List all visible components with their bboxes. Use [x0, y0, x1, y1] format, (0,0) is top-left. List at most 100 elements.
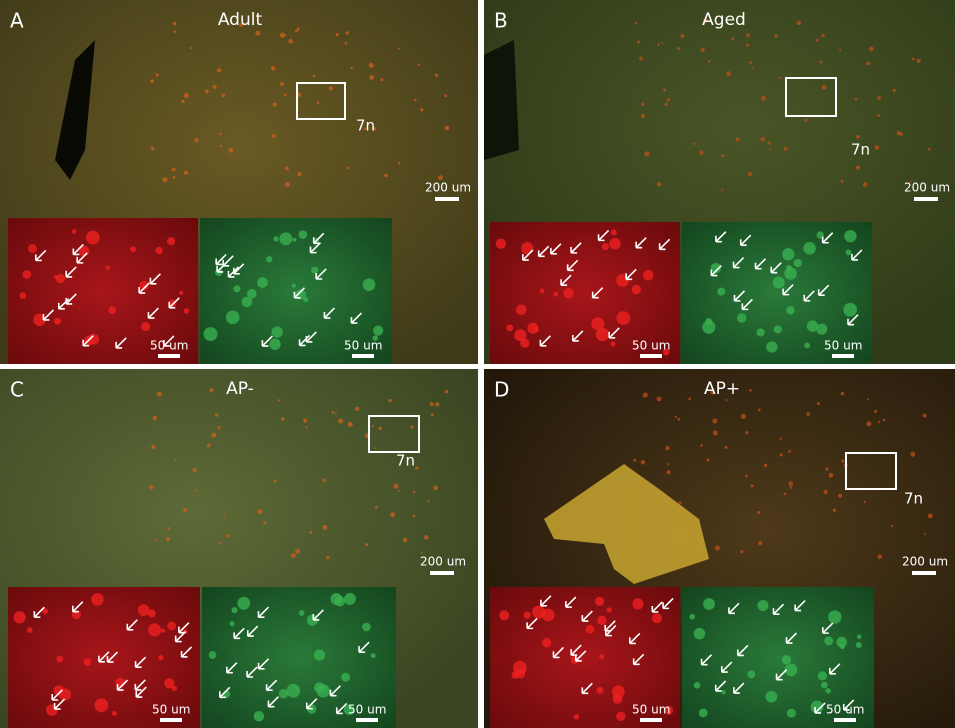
- inset-scale-label: 50 um: [826, 703, 864, 717]
- inset-scale-bar: [834, 718, 856, 722]
- cell: [563, 288, 573, 298]
- tissue-spot: [667, 470, 671, 474]
- cell: [542, 638, 551, 647]
- cell: [335, 596, 345, 606]
- tissue-spot: [641, 114, 645, 118]
- cell: [54, 318, 61, 325]
- cell: [606, 607, 611, 612]
- tissue-spot: [665, 446, 669, 450]
- cell: [371, 653, 376, 658]
- cell: [596, 687, 603, 694]
- tissue-spot: [369, 75, 374, 80]
- cell: [825, 688, 830, 693]
- cell: [757, 600, 768, 611]
- tissue-spot: [194, 138, 198, 142]
- cell: [141, 322, 150, 331]
- cell: [362, 623, 371, 632]
- tissue-spot: [398, 162, 400, 164]
- cell: [824, 636, 833, 645]
- tissue-spot: [210, 388, 214, 392]
- region-label: 7n: [356, 117, 375, 135]
- panel: AAdult7n200 um50 um50 um: [0, 0, 478, 364]
- cell: [602, 243, 609, 250]
- cell: [86, 231, 100, 245]
- tissue-spot: [644, 151, 649, 156]
- tissue-spot: [398, 48, 400, 50]
- tissue-spot: [822, 85, 827, 90]
- tissue-spot: [878, 554, 883, 559]
- cell: [155, 247, 162, 254]
- tissue-spot: [819, 61, 822, 64]
- cell: [782, 655, 791, 664]
- tissue-spot: [273, 102, 277, 106]
- tissue-spot: [726, 71, 731, 76]
- cell: [314, 682, 325, 693]
- cell: [818, 671, 827, 680]
- cell: [229, 621, 234, 626]
- cell: [112, 711, 117, 716]
- dark-gap: [484, 40, 519, 160]
- cell: [616, 274, 629, 287]
- cell: [807, 321, 818, 332]
- tissue-spot: [741, 414, 746, 419]
- tissue-spot: [661, 42, 663, 44]
- tissue-spot: [736, 138, 740, 142]
- tissue-spot: [663, 89, 666, 92]
- tissue-spot: [874, 410, 877, 413]
- tissue-spot: [731, 38, 734, 41]
- cell: [167, 621, 176, 630]
- tissue-spot: [816, 39, 819, 42]
- scale-label: 200 um: [425, 181, 471, 195]
- cell: [279, 232, 292, 245]
- cell: [138, 604, 150, 616]
- cell: [158, 655, 163, 660]
- panel: BAged7n200 um50 um50 um: [484, 0, 955, 364]
- tissue-spot: [867, 398, 869, 400]
- tissue-spot: [866, 421, 871, 426]
- tissue-spot: [912, 57, 915, 60]
- cell: [828, 610, 841, 623]
- tissue-spot: [278, 399, 280, 401]
- tissue-spot: [413, 491, 415, 493]
- cell: [496, 239, 506, 249]
- panel-title: AP+: [704, 379, 740, 399]
- tissue-spot: [174, 459, 176, 461]
- inset-scale-bar: [640, 354, 662, 358]
- cell: [689, 614, 695, 620]
- tissue-spot: [272, 134, 276, 138]
- inset: 50 um: [200, 218, 392, 364]
- cell: [515, 668, 525, 678]
- tissue-spot: [151, 147, 154, 150]
- tissue-spot: [758, 541, 762, 545]
- cell: [857, 635, 861, 639]
- inset: 50 um: [490, 222, 680, 364]
- inset: 50 um: [682, 222, 872, 364]
- tissue-spot: [779, 77, 781, 79]
- tissue-spot: [657, 182, 662, 187]
- inset: 50 um: [490, 587, 680, 728]
- cell: [747, 670, 755, 678]
- tissue-spot: [839, 49, 841, 51]
- scale-label: 200 um: [420, 555, 466, 569]
- tissue-spot: [788, 481, 793, 486]
- tissue-spot: [168, 527, 171, 530]
- cell: [843, 303, 857, 317]
- cell: [773, 276, 785, 288]
- tissue-spot: [280, 82, 284, 86]
- panel-title: Aged: [702, 10, 746, 30]
- tissue-spot: [317, 102, 320, 105]
- cell: [516, 304, 527, 315]
- scale-bar: [435, 197, 459, 201]
- tissue-spot: [841, 459, 844, 462]
- tissue-spot: [411, 425, 414, 428]
- tissue-spot: [748, 172, 752, 176]
- tissue-spot: [374, 447, 376, 449]
- tissue-spot: [285, 182, 290, 187]
- tissue-spot: [295, 549, 300, 554]
- tissue-spot: [856, 135, 860, 139]
- tissue-spot: [153, 416, 157, 420]
- cell: [184, 308, 190, 314]
- tissue-spot: [174, 30, 177, 33]
- tissue-spot: [678, 418, 681, 421]
- tissue-spot: [633, 459, 636, 462]
